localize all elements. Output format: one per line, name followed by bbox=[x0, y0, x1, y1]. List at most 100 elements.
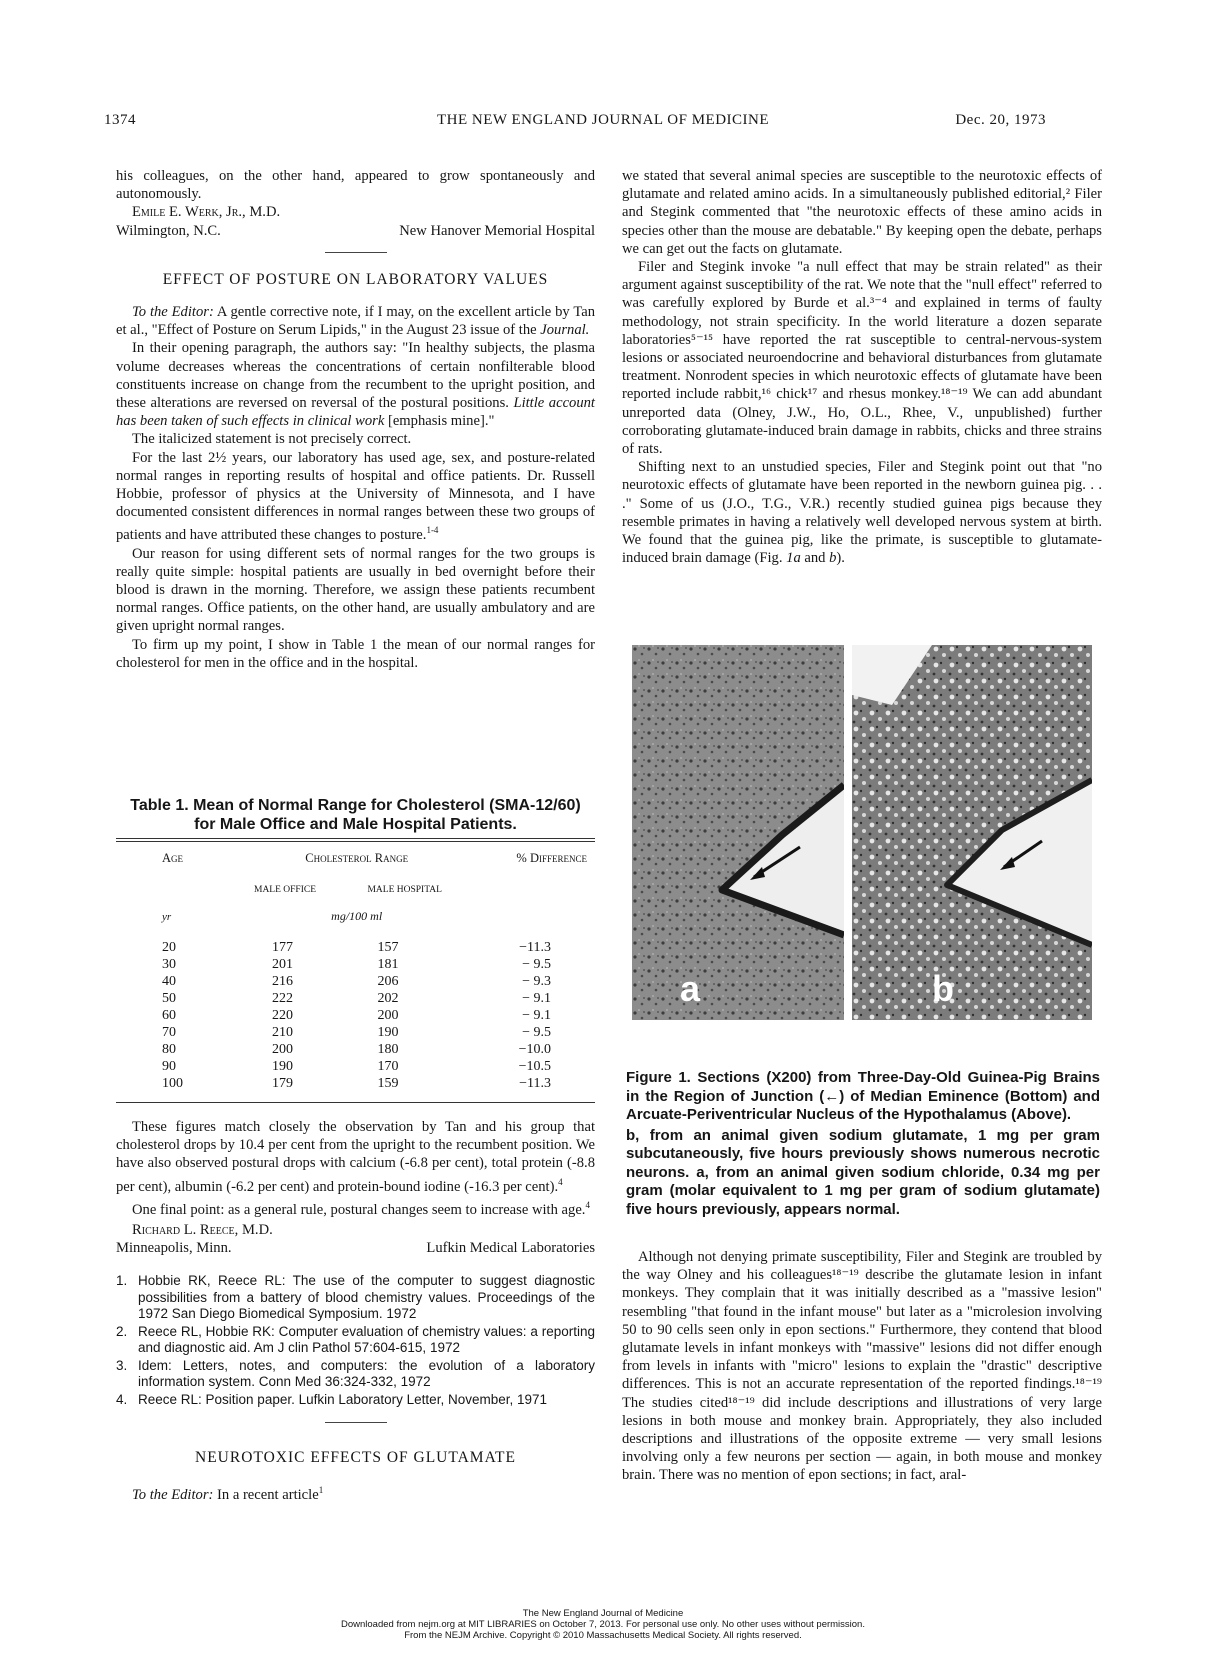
references-list: 1. Hobbie RK, Reece RL: The use of the co… bbox=[116, 1273, 595, 1408]
figure1-label-a: a bbox=[680, 968, 701, 1009]
table-row: 70 210 190 − 9.5 bbox=[116, 1024, 595, 1041]
table-cell-office: 177 bbox=[272, 939, 293, 955]
table-cell-age: 90 bbox=[162, 1058, 176, 1074]
figure1-panel-a-image: a bbox=[632, 645, 844, 1020]
table-cell-diff: − 9.1 bbox=[522, 1007, 551, 1023]
letter2-location: Minneapolis, Minn. bbox=[116, 1239, 232, 1256]
table-cell-office: 200 bbox=[272, 1041, 293, 1057]
letter1-closing-text: his colleagues, on the other hand, appea… bbox=[116, 168, 595, 203]
table1-header-row: Age Cholesterol Range % Difference bbox=[116, 850, 595, 867]
reference-item: 3. Idem: Letters, notes, and computers: t… bbox=[116, 1358, 595, 1391]
table-row: 50 222 202 − 9.1 bbox=[116, 990, 595, 1007]
right-column-bottom: Although not denying primate susceptibil… bbox=[622, 1248, 1102, 1485]
table-row: 40 216 206 − 9.3 bbox=[116, 973, 595, 990]
footer-line-1: The New England Journal of Medicine bbox=[522, 1608, 684, 1619]
table1-unit-age: yr bbox=[162, 910, 172, 923]
letter3-para-4: Although not denying primate susceptibil… bbox=[622, 1249, 1102, 1484]
table-cell-diff: − 9.5 bbox=[522, 1024, 551, 1040]
letter2-para-7: These figures match closely the observat… bbox=[116, 1119, 595, 1195]
reference-number: 2. bbox=[116, 1323, 128, 1339]
table-cell-hospital: 200 bbox=[377, 1007, 399, 1023]
table-cell-office: 220 bbox=[272, 1007, 293, 1023]
table1-header-diff: % Difference bbox=[516, 851, 587, 865]
table1-caption: Table 1. Mean of Normal Range for Choles… bbox=[130, 797, 581, 833]
letter3-para-3: Shifting next to an unstudied species, F… bbox=[622, 459, 1102, 567]
table-cell-office: 210 bbox=[272, 1024, 293, 1040]
page-footer: The New England Journal of Medicine Down… bbox=[0, 1608, 1206, 1641]
table-cell-hospital: 170 bbox=[377, 1058, 399, 1074]
issue-date: Dec. 20, 1973 bbox=[955, 112, 1046, 128]
footer-line-3: From the NEJM Archive. Copyright © 2010 … bbox=[404, 1630, 802, 1641]
table-cell-hospital: 181 bbox=[377, 956, 399, 972]
table-row: 100 179 159 −11.3 bbox=[116, 1075, 595, 1092]
letter2-author: Richard L. Reece, M.D. bbox=[132, 1221, 273, 1238]
table-cell-diff: −11.3 bbox=[519, 1075, 551, 1091]
reference-item: 1. Hobbie RK, Reece RL: The use of the co… bbox=[116, 1273, 595, 1323]
letter2-signature: Minneapolis, Minn. Lufkin Medical Labora… bbox=[116, 1239, 595, 1257]
left-column-top: his colleagues, on the other hand, appea… bbox=[116, 167, 595, 672]
letter2-para-8: One final point: as a general rule, post… bbox=[132, 1199, 590, 1218]
table-cell-diff: −10.5 bbox=[518, 1058, 551, 1074]
table1-units-row: yr mg/100 ml bbox=[116, 908, 595, 925]
table-cell-office: 179 bbox=[272, 1075, 293, 1091]
table1-header-office: MALE OFFICE bbox=[254, 884, 317, 895]
figure1-caption: Figure 1. Sections (X200) from Three-Day… bbox=[626, 1069, 1100, 1219]
table-cell-office: 201 bbox=[272, 956, 293, 972]
letter1-location: Wilmington, N.C. bbox=[116, 222, 221, 239]
table-cell-age: 100 bbox=[162, 1075, 183, 1091]
journal-title: THE NEW ENGLAND JOURNAL OF MEDICINE bbox=[436, 112, 770, 128]
table1-header-range: Cholesterol Range bbox=[305, 851, 409, 865]
table-row: 30 201 181 − 9.5 bbox=[116, 956, 595, 973]
reference-item: 4. Reece RL: Position paper. Lufkin Labor… bbox=[116, 1392, 595, 1409]
reference-number: 3. bbox=[116, 1357, 128, 1373]
letter3-para-1-rest: we stated that several animal species ar… bbox=[622, 168, 1102, 257]
table-cell-hospital: 157 bbox=[377, 939, 399, 955]
letter1-author: Emile E. Werk, Jr., M.D. bbox=[132, 204, 281, 221]
figure1-caption-title: Figure 1. Sections (X200) from Three-Day… bbox=[626, 1069, 1100, 1123]
left-column-bottom: These figures match closely the observat… bbox=[116, 1118, 595, 1504]
table-cell-age: 70 bbox=[162, 1024, 176, 1040]
section-separator-2 bbox=[324, 1422, 387, 1424]
letter2-para-4: For the last 2½ years, our laboratory ha… bbox=[116, 449, 595, 544]
letter1-affiliation: New Hanover Memorial Hospital bbox=[399, 222, 595, 239]
reference-item: 2. Reece RL, Hobbie RK: Computer evaluati… bbox=[116, 1324, 595, 1357]
table-row: 20 177 157 −11.3 bbox=[116, 939, 595, 956]
table-cell-age: 40 bbox=[162, 973, 176, 989]
letter2-para-3: The italicized statement is not precisel… bbox=[132, 431, 412, 448]
letter3-salutation: To the Editor: bbox=[132, 1487, 214, 1504]
letter3-title: NEUROTOXIC EFFECTS OF GLUTAMATE bbox=[195, 1449, 516, 1467]
page-number: 1374 bbox=[104, 112, 136, 128]
table1-unit-range: mg/100 ml bbox=[331, 909, 383, 923]
reference-text: Hobbie RK, Reece RL: The use of the comp… bbox=[138, 1273, 595, 1322]
table-cell-diff: − 9.5 bbox=[522, 956, 551, 972]
table-cell-age: 30 bbox=[162, 956, 176, 972]
table-cell-diff: −10.0 bbox=[518, 1041, 551, 1057]
table1-subheader-row: MALE OFFICE MALE HOSPITAL bbox=[116, 881, 595, 898]
table-cell-office: 222 bbox=[272, 990, 293, 1006]
reference-text: Reece RL: Position paper. Lufkin Laborat… bbox=[138, 1391, 548, 1407]
table1: Age Cholesterol Range % Difference MALE … bbox=[116, 850, 595, 1092]
table-cell-hospital: 180 bbox=[377, 1041, 399, 1057]
letter3-para-1-start: To the Editor: In a recent article1 bbox=[132, 1485, 324, 1504]
table-cell-hospital: 202 bbox=[377, 990, 399, 1006]
figure1-panel-a: a bbox=[632, 645, 844, 1020]
footer-line-2: Downloaded from nejm.org at MIT LIBRARIE… bbox=[341, 1619, 865, 1630]
table1-header-hospital: MALE HOSPITAL bbox=[367, 884, 442, 895]
table-cell-diff: − 9.1 bbox=[522, 990, 551, 1006]
figure1-label-b: b bbox=[932, 968, 954, 1009]
letter2-para-1: To the Editor: A gentle corrective note,… bbox=[116, 304, 596, 339]
section-separator bbox=[324, 251, 387, 253]
table-cell-office: 190 bbox=[272, 1058, 293, 1074]
letter3-para-2: Filer and Stegink invoke "a null effect … bbox=[622, 259, 1102, 458]
table1-header-age: Age bbox=[162, 851, 184, 865]
table-cell-age: 80 bbox=[162, 1041, 176, 1057]
table-cell-hospital: 206 bbox=[377, 973, 399, 989]
table-cell-age: 20 bbox=[162, 939, 176, 955]
table-cell-diff: −11.3 bbox=[519, 939, 551, 955]
letter2-affiliation: Lufkin Medical Laboratories bbox=[426, 1239, 595, 1256]
table1-rule-bottom bbox=[116, 1102, 595, 1103]
table1-rule-top bbox=[116, 838, 595, 842]
letter2-title: EFFECT OF POSTURE ON LABORATORY VALUES bbox=[162, 270, 549, 288]
table-cell-office: 216 bbox=[272, 973, 293, 989]
table-cell-age: 50 bbox=[162, 990, 176, 1006]
